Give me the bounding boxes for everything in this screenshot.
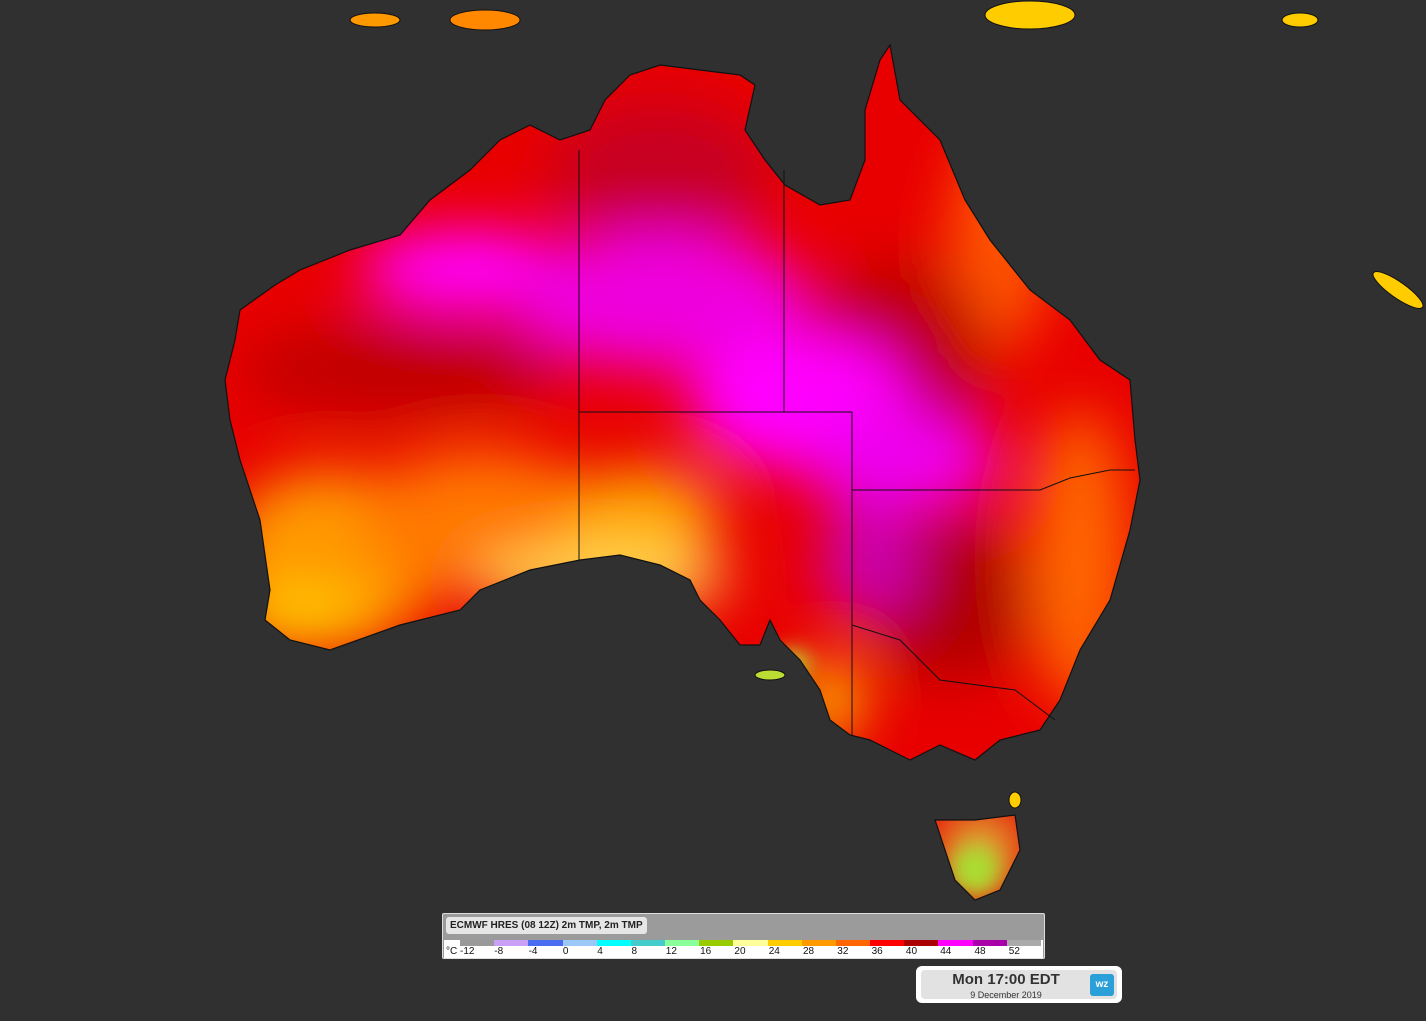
legend-swatch (562, 940, 597, 946)
timestamp-date: 9 December 2019 (970, 990, 1042, 1000)
legend-scale: °C -12 -8 -4 0 4 8 12 16 20 24 28 32 36 40 44 48 52 (444, 940, 1043, 958)
legend-tick: 48 (974, 946, 986, 957)
legend-swatch (528, 940, 563, 946)
legend-tick: 20 (734, 946, 746, 957)
legend-swatches (460, 940, 1041, 946)
legend-tick: 24 (768, 946, 780, 957)
legend-swatch (767, 940, 802, 946)
legend-tick: -12 (460, 946, 475, 957)
legend-tick: -8 (494, 946, 504, 957)
australia-landmass (225, 45, 1140, 900)
legend-swatch (460, 940, 495, 946)
legend-tick: 12 (665, 946, 677, 957)
legend-tick: 52 (1008, 946, 1020, 957)
legend-swatch (835, 940, 871, 946)
legend-tick: 0 (562, 946, 569, 957)
legend-tick: 40 (905, 946, 918, 957)
legend-swatch (665, 940, 700, 946)
islands (349, 0, 1424, 809)
legend-tick: 36 (871, 946, 883, 957)
color-legend: ECMWF HRES (08 12Z) 2m TMP, 2m TMP °C -1… (442, 913, 1045, 959)
legend-swatch (904, 940, 939, 946)
legend-labels: °C -12 -8 -4 0 4 8 12 16 20 24 28 32 36 40 44 48 52 (444, 946, 1043, 958)
legend-swatch (733, 940, 768, 946)
timestamp-panel: Mon 17:00 EDT 9 December 2019 wz (916, 966, 1122, 1003)
timestamp-main: Mon 17:00 EDT (952, 971, 1060, 988)
legend-swatch (494, 940, 529, 946)
legend-tick: 16 (700, 946, 712, 957)
legend-swatch (699, 940, 734, 946)
legend-tick: -4 (528, 946, 538, 957)
state-borders (578, 150, 1135, 735)
legend-swatch (1006, 940, 1041, 946)
legend-swatch (630, 940, 666, 946)
legend-swatch (938, 940, 973, 946)
legend-swatch (801, 940, 836, 946)
wz-logo-icon: wz (1090, 974, 1114, 996)
legend-tick: 4 (597, 946, 603, 957)
legend-swatch (870, 940, 905, 946)
legend-unit: °C (446, 946, 458, 957)
legend-title: ECMWF HRES (08 12Z) 2m TMP, 2m TMP (446, 917, 647, 934)
legend-tick: 44 (940, 946, 952, 957)
legend-tick: 8 (631, 946, 638, 957)
legend-swatch (972, 940, 1007, 946)
legend-tick: 32 (837, 946, 849, 957)
legend-swatch (596, 940, 631, 946)
legend-tick: 28 (803, 946, 815, 957)
